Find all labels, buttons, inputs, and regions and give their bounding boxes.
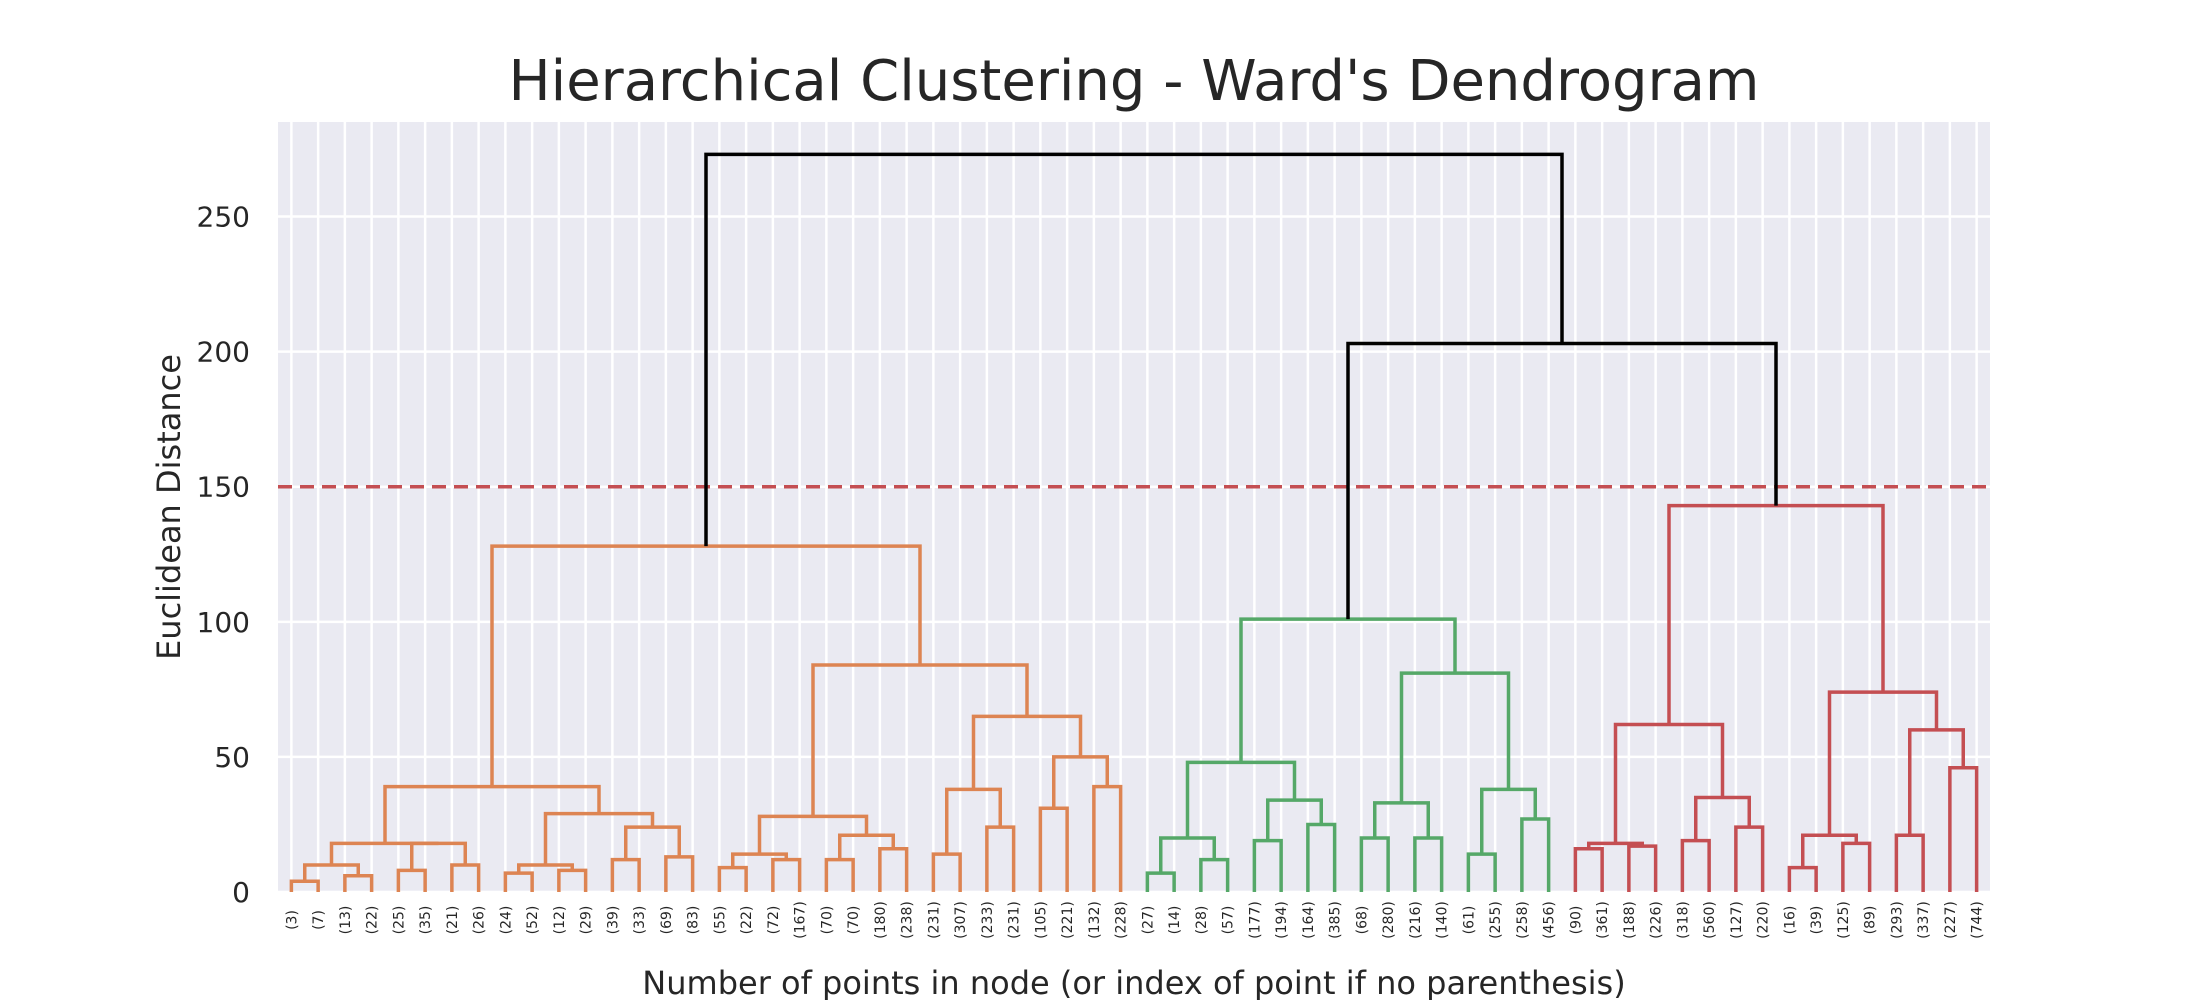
x-tick-label: (29) — [579, 906, 595, 935]
y-tick-label: 0 — [232, 876, 250, 909]
x-tick-label: (16) — [1782, 906, 1798, 935]
x-tick-label: (560) — [1702, 901, 1718, 939]
x-tick-label: (132) — [1087, 901, 1103, 939]
y-tick-label: 200 — [197, 336, 250, 369]
x-tick-label: (188) — [1622, 901, 1638, 939]
x-tick-label: (24) — [498, 906, 514, 935]
x-tick-label: (72) — [766, 906, 782, 935]
x-tick-label: (12) — [552, 906, 568, 935]
y-tick-label: 100 — [197, 606, 250, 639]
y-tick-labels: 0 50 100 150 200 250 — [197, 201, 250, 909]
x-tick-label: (3) — [284, 910, 300, 930]
x-tick-label: (140) — [1435, 901, 1451, 939]
x-tick-label: (57) — [1221, 906, 1237, 935]
x-tick-label: (280) — [1381, 901, 1397, 939]
x-tick-label: (21) — [445, 906, 461, 935]
x-tick-label: (83) — [686, 906, 702, 935]
x-tick-label: (22) — [365, 906, 381, 935]
x-tick-label: (127) — [1729, 901, 1745, 939]
x-tick-label: (180) — [873, 901, 889, 939]
x-tick-label: (231) — [1007, 901, 1023, 939]
x-tick-label: (39) — [1809, 906, 1825, 935]
x-tick-label: (744) — [1970, 901, 1986, 939]
x-tick-label: (228) — [1114, 901, 1130, 939]
x-tick-label: (33) — [632, 906, 648, 935]
y-tick-label: 150 — [197, 471, 250, 504]
x-tick-label: (177) — [1247, 901, 1263, 939]
x-tick-label: (14) — [1167, 906, 1183, 935]
dendrogram-link — [329, 841, 439, 865]
x-tick-label: (456) — [1542, 901, 1558, 939]
x-tick-label: (28) — [1194, 906, 1210, 935]
x-tick-label: (227) — [1943, 901, 1959, 939]
chart-title: Hierarchical Clustering - Ward's Dendrog… — [509, 49, 1760, 114]
x-tick-label: (52) — [525, 906, 541, 935]
x-tick-label: (25) — [391, 906, 407, 935]
x-tick-label: (55) — [712, 906, 728, 935]
x-tick-label: (255) — [1488, 901, 1504, 939]
x-tick-label: (258) — [1515, 901, 1531, 939]
dendrogram-link — [704, 152, 1564, 547]
x-tick-label: (238) — [900, 901, 916, 939]
x-tick-label: (105) — [1033, 901, 1049, 939]
y-axis-label: Euclidean Distance — [150, 354, 188, 660]
x-tick-label: (221) — [1060, 901, 1076, 939]
x-tick-label: (13) — [338, 906, 354, 935]
x-tick-label: (61) — [1461, 906, 1477, 935]
x-tick-label: (69) — [659, 906, 675, 935]
x-tick-label: (385) — [1328, 901, 1344, 939]
x-tick-label: (26) — [472, 906, 488, 935]
x-tick-label: (90) — [1568, 906, 1584, 935]
x-tick-labels: (3) (7) (13) (22) (25) (35) (21) (26) (24) (52) (1… — [284, 901, 1985, 939]
x-tick-label: (70) — [819, 906, 835, 935]
x-tick-label: (318) — [1675, 901, 1691, 939]
x-tick-label: (307) — [953, 901, 969, 939]
x-tick-label: (7) — [311, 910, 327, 930]
x-tick-label: (68) — [1354, 906, 1370, 935]
x-tick-label: (361) — [1595, 901, 1611, 939]
x-axis-label: Number of points in node (or index of po… — [642, 964, 1625, 1000]
x-tick-label: (125) — [1836, 901, 1852, 939]
x-tick-label: (89) — [1863, 906, 1879, 935]
x-tick-label: (233) — [980, 901, 996, 939]
x-tick-label: (27) — [1140, 906, 1156, 935]
x-tick-label: (22) — [739, 906, 755, 935]
dendrogram-links — [289, 152, 1979, 892]
x-tick-label: (293) — [1889, 901, 1905, 939]
y-tick-label: 250 — [197, 201, 250, 234]
x-tick-label: (39) — [605, 906, 621, 935]
y-tick-label: 50 — [214, 741, 250, 774]
x-tick-label: (216) — [1408, 901, 1424, 939]
x-tick-label: (231) — [926, 901, 942, 939]
x-tick-label: (35) — [418, 906, 434, 935]
x-tick-label: (226) — [1649, 901, 1665, 939]
x-tick-label: (70) — [846, 906, 862, 935]
x-tick-label: (220) — [1756, 901, 1772, 939]
x-tick-label: (167) — [793, 901, 809, 939]
x-tick-label: (194) — [1274, 901, 1290, 939]
x-tick-label: (337) — [1916, 901, 1932, 939]
x-tick-label: (164) — [1301, 901, 1317, 939]
